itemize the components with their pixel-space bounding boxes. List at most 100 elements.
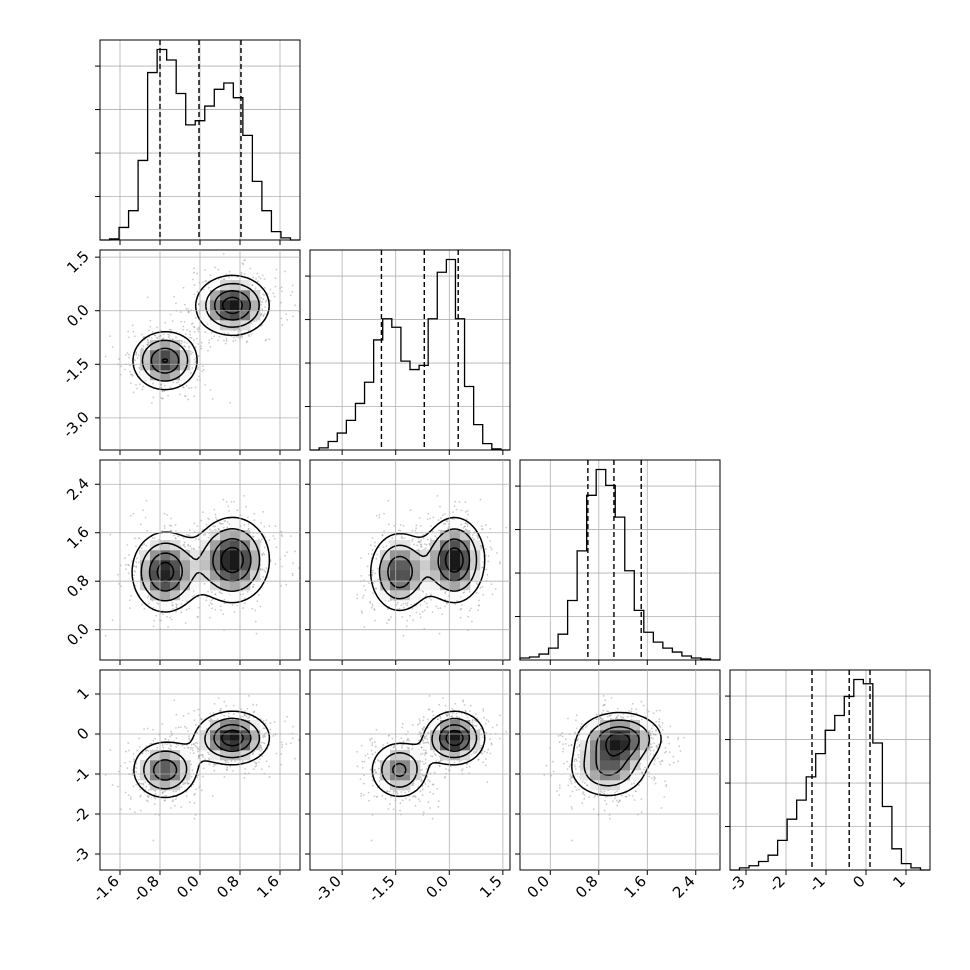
y-tick-label: -3.0 [59, 408, 92, 441]
density-cell [230, 530, 241, 541]
scatter-point [255, 703, 258, 706]
scatter-point [180, 342, 183, 345]
scatter-point [292, 562, 295, 565]
scatter-point [173, 534, 176, 537]
scatter-point [197, 606, 200, 609]
scatter-point [137, 354, 140, 357]
scatter-point [255, 277, 258, 280]
scatter-point [469, 704, 472, 707]
scatter-point [402, 602, 405, 605]
scatter-point [232, 704, 235, 707]
scatter-point [460, 523, 463, 526]
scatter-point [191, 749, 194, 752]
scatter-point [444, 592, 447, 595]
scatter-point [428, 695, 431, 697]
scatter-point [200, 347, 203, 350]
scatter-point [138, 745, 141, 748]
scatter-point [363, 585, 365, 587]
scatter-point [486, 573, 489, 576]
scatter-point [217, 268, 220, 271]
scatter-point [188, 346, 190, 349]
scatter-point [175, 381, 178, 384]
scatter-point [360, 574, 363, 577]
scatter-point [356, 765, 359, 768]
scatter-point [159, 396, 162, 399]
scatter-point [185, 384, 188, 387]
scatter-point [291, 574, 294, 577]
scatter-point [152, 606, 155, 609]
scatter-point [197, 757, 200, 760]
scatter-point [193, 271, 195, 274]
scatter-point [455, 712, 458, 715]
scatter-point [139, 809, 142, 812]
scatter-point [202, 368, 205, 371]
scatter-point [406, 619, 409, 622]
scatter-point [404, 797, 407, 800]
scatter-point [482, 761, 485, 764]
scatter-point [261, 554, 264, 557]
scatter-point [127, 353, 130, 356]
scatter-point [204, 758, 207, 761]
scatter-point [188, 735, 190, 737]
scatter-point [163, 384, 166, 387]
scatter-point [208, 758, 211, 761]
scatter-point [423, 600, 426, 603]
scatter-point [484, 548, 487, 550]
scatter-point [193, 358, 196, 361]
density-cell [220, 580, 231, 591]
scatter-point [408, 799, 411, 801]
scatter-point [243, 273, 246, 275]
scatter-point [104, 634, 107, 637]
scatter-point [468, 590, 471, 593]
scatter-point [190, 336, 193, 339]
scatter-point [225, 501, 228, 503]
scatter-point [451, 707, 454, 710]
scatter-point [141, 347, 143, 350]
density-cell [140, 350, 151, 361]
scatter-point [415, 524, 418, 527]
scatter-point [192, 752, 195, 755]
scatter-point [406, 601, 409, 604]
scatter-point [187, 730, 189, 733]
scatter-point [214, 513, 217, 516]
scatter-point [142, 348, 144, 351]
scatter-point [253, 320, 256, 323]
density-cell [240, 300, 251, 311]
scatter-point [291, 737, 294, 740]
density-cell [410, 590, 421, 601]
scatter-point [242, 593, 244, 596]
scatter-point [422, 716, 425, 718]
y-tick-label: -3 [70, 844, 93, 867]
scatter-point [420, 545, 423, 548]
scatter-point [175, 302, 177, 305]
density-cell [230, 540, 241, 551]
scatter-point [369, 544, 372, 547]
scatter-point [124, 564, 127, 566]
scatter-point [251, 284, 254, 286]
scatter-point [454, 702, 457, 705]
scatter-point [377, 767, 380, 770]
scatter-point [147, 800, 149, 803]
scatter-point [369, 768, 372, 771]
scatter-point [141, 333, 143, 336]
scatter-point [431, 755, 434, 758]
density-cell [240, 580, 251, 591]
scatter-point [281, 743, 284, 746]
density-cell [230, 590, 241, 601]
scatter-point [174, 537, 177, 540]
scatter-point [189, 545, 192, 547]
scatter-point [230, 500, 233, 503]
scatter-point [183, 545, 186, 548]
scatter-point [151, 330, 154, 333]
scatter-point [281, 323, 284, 326]
scatter-point [371, 605, 374, 607]
density-cell [150, 570, 161, 581]
scatter-point [505, 526, 508, 529]
scatter-point [127, 336, 130, 339]
scatter-point [236, 509, 239, 512]
density-cell [180, 750, 191, 761]
scatter-point [417, 548, 420, 551]
scatter-point [378, 516, 381, 519]
scatter-point [175, 603, 178, 606]
scatter-point [218, 335, 221, 338]
